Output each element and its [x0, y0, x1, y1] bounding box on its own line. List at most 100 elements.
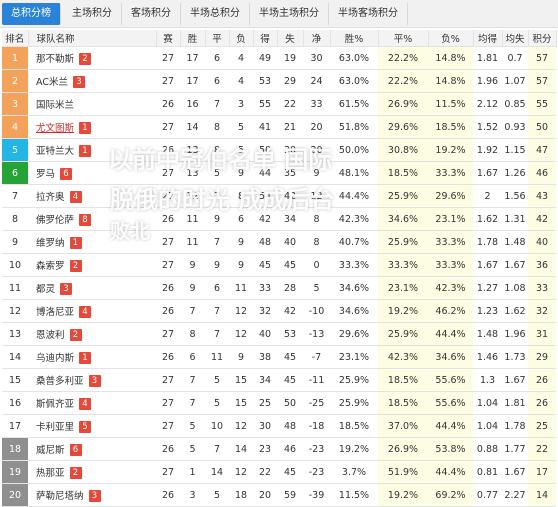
- team-name-link[interactable]: 恩波利: [36, 330, 65, 341]
- team-cell[interactable]: 热那亚 2: [28, 460, 156, 484]
- team-cell[interactable]: 罗马 6: [28, 161, 156, 185]
- column-header[interactable]: 积分: [528, 30, 557, 47]
- column-header[interactable]: 赛: [156, 30, 181, 47]
- yellow-card-badge: 4: [79, 398, 92, 410]
- column-header[interactable]: 得: [253, 30, 278, 47]
- stat-cell: 1.96: [502, 322, 528, 346]
- team-name-link[interactable]: 都灵: [36, 284, 56, 295]
- tab-2[interactable]: 客场积分: [122, 2, 181, 25]
- team-name-link[interactable]: 乌迪内斯: [36, 353, 75, 364]
- stat-cell: 14.8%: [428, 69, 473, 93]
- stat-cell: 5: [205, 161, 229, 185]
- stat-cell: 1.3: [473, 368, 502, 392]
- team-name-link[interactable]: 佛罗伦萨: [36, 215, 75, 226]
- column-header[interactable]: 失: [277, 30, 304, 47]
- column-header[interactable]: 均得: [473, 30, 503, 47]
- team-cell[interactable]: 乌迪内斯 1: [28, 345, 156, 369]
- stat-cell: 34.6%: [428, 345, 473, 369]
- team-name-link[interactable]: 热那亚: [36, 468, 65, 479]
- team-name-link[interactable]: 拉齐奥: [36, 192, 65, 203]
- column-header[interactable]: 平: [205, 30, 230, 47]
- stat-cell: 33.3%: [428, 253, 473, 277]
- stat-cell: 34: [277, 207, 303, 231]
- team-cell[interactable]: 博洛尼亚 4: [28, 299, 156, 323]
- team-name-link[interactable]: 博洛尼亚: [36, 307, 75, 318]
- team-cell[interactable]: 拉齐奥 4: [28, 184, 156, 208]
- tab-3[interactable]: 半场总积分: [181, 2, 250, 25]
- stat-cell: 22.2%: [378, 69, 428, 93]
- table-row: 9 维罗纳 1 27 11 7 9 48 40 8 40.7% 25.9% 33.3% 1.78 1.48 4…: [2, 230, 556, 254]
- stat-cell: 54: [253, 184, 277, 208]
- team-name-link[interactable]: 威尼斯: [36, 445, 65, 456]
- column-header[interactable]: 均失: [502, 30, 529, 47]
- yellow-card-badge: 2: [69, 329, 82, 341]
- stat-cell: 23.1%: [428, 207, 473, 231]
- column-header[interactable]: 球队名称: [28, 30, 157, 47]
- column-header[interactable]: 胜%: [330, 30, 379, 47]
- stat-cell: 34.6%: [378, 207, 428, 231]
- stat-cell: 45: [277, 345, 303, 369]
- team-name-link[interactable]: 罗马: [36, 169, 56, 180]
- stat-cell: 1.78: [502, 414, 528, 438]
- team-name-link[interactable]: AC米兰: [36, 77, 68, 88]
- stat-cell: -25: [303, 391, 330, 415]
- team-cell[interactable]: 斯佩齐亚 4: [28, 391, 156, 415]
- stat-cell: 33.3%: [378, 253, 428, 277]
- stat-cell: 6: [205, 276, 229, 300]
- team-cell[interactable]: 威尼斯 6: [28, 437, 156, 461]
- team-cell[interactable]: 国际米兰: [28, 92, 156, 116]
- team-cell[interactable]: 亚特兰大 1: [28, 138, 156, 162]
- team-cell[interactable]: 萨勒尼塔纳 3: [28, 483, 156, 507]
- stat-cell: 7: [180, 299, 205, 323]
- stat-cell: 63.0%: [330, 69, 378, 93]
- tab-1[interactable]: 主场积分: [63, 2, 122, 25]
- team-name-link[interactable]: 亚特兰大: [36, 146, 75, 157]
- column-header[interactable]: 排名: [2, 30, 29, 47]
- team-cell[interactable]: 恩波利 2: [28, 322, 156, 346]
- stat-cell: 19.2%: [330, 437, 378, 461]
- column-header[interactable]: 平%: [378, 30, 429, 47]
- column-header[interactable]: 净: [303, 30, 331, 47]
- stat-cell: 41: [253, 115, 277, 139]
- tab-0[interactable]: 总积分榜: [2, 2, 61, 25]
- tab-5[interactable]: 半场客场积分: [329, 2, 408, 25]
- team-cell[interactable]: 森索罗 2: [28, 253, 156, 277]
- team-name-link[interactable]: 桑普多利亚: [36, 376, 84, 387]
- stat-cell: 18.5%: [428, 115, 473, 139]
- team-cell[interactable]: 那不勒斯 2: [28, 46, 156, 70]
- team-name-link[interactable]: 维罗纳: [36, 238, 65, 249]
- team-cell[interactable]: 维罗纳 1: [28, 230, 156, 254]
- stat-cell: 5: [229, 115, 253, 139]
- table-row: 5 亚特兰大 1 26 13 8 5 50 30 20 50.0% 30.8% 19.2% 1.92 1.1…: [2, 138, 556, 162]
- team-name-link[interactable]: 卡利亚里: [36, 422, 75, 433]
- team-cell[interactable]: AC米兰 3: [28, 69, 156, 93]
- team-cell[interactable]: 卡利亚里 5: [28, 414, 156, 438]
- stat-cell: 23: [253, 437, 277, 461]
- stat-cell: 12: [180, 184, 205, 208]
- team-name-link[interactable]: 斯佩齐亚: [36, 399, 75, 410]
- stat-cell: 30: [277, 138, 303, 162]
- team-name-link[interactable]: 萨勒尼塔纳: [36, 491, 84, 502]
- column-header[interactable]: 胜: [180, 30, 206, 47]
- tab-4[interactable]: 半场主场积分: [250, 2, 329, 25]
- column-header[interactable]: 负%: [428, 30, 474, 47]
- team-cell[interactable]: 桑普多利亚 3: [28, 368, 156, 392]
- team-name-link[interactable]: 尤文图斯: [36, 123, 75, 134]
- stat-cell: 25.9%: [378, 322, 428, 346]
- stat-cell: 5: [180, 414, 205, 438]
- team-cell[interactable]: 都灵 3: [28, 276, 156, 300]
- stat-cell: 1.77: [502, 437, 528, 461]
- stat-cell: 12: [229, 414, 253, 438]
- team-name-link[interactable]: 那不勒斯: [36, 54, 75, 65]
- column-header[interactable]: 负: [229, 30, 254, 47]
- stat-cell: 23.1%: [330, 345, 378, 369]
- team-cell[interactable]: 尤文图斯 1: [28, 115, 156, 139]
- team-name-link[interactable]: 国际米兰: [36, 100, 75, 111]
- stat-cell: 7: [180, 368, 205, 392]
- team-name-link[interactable]: 森索罗: [36, 261, 65, 272]
- stat-cell: 12: [229, 299, 253, 323]
- stat-cell: 42.3%: [330, 207, 378, 231]
- stat-cell: 33: [528, 276, 556, 300]
- team-cell[interactable]: 佛罗伦萨 8: [28, 207, 156, 231]
- stat-cell: 27: [156, 253, 180, 277]
